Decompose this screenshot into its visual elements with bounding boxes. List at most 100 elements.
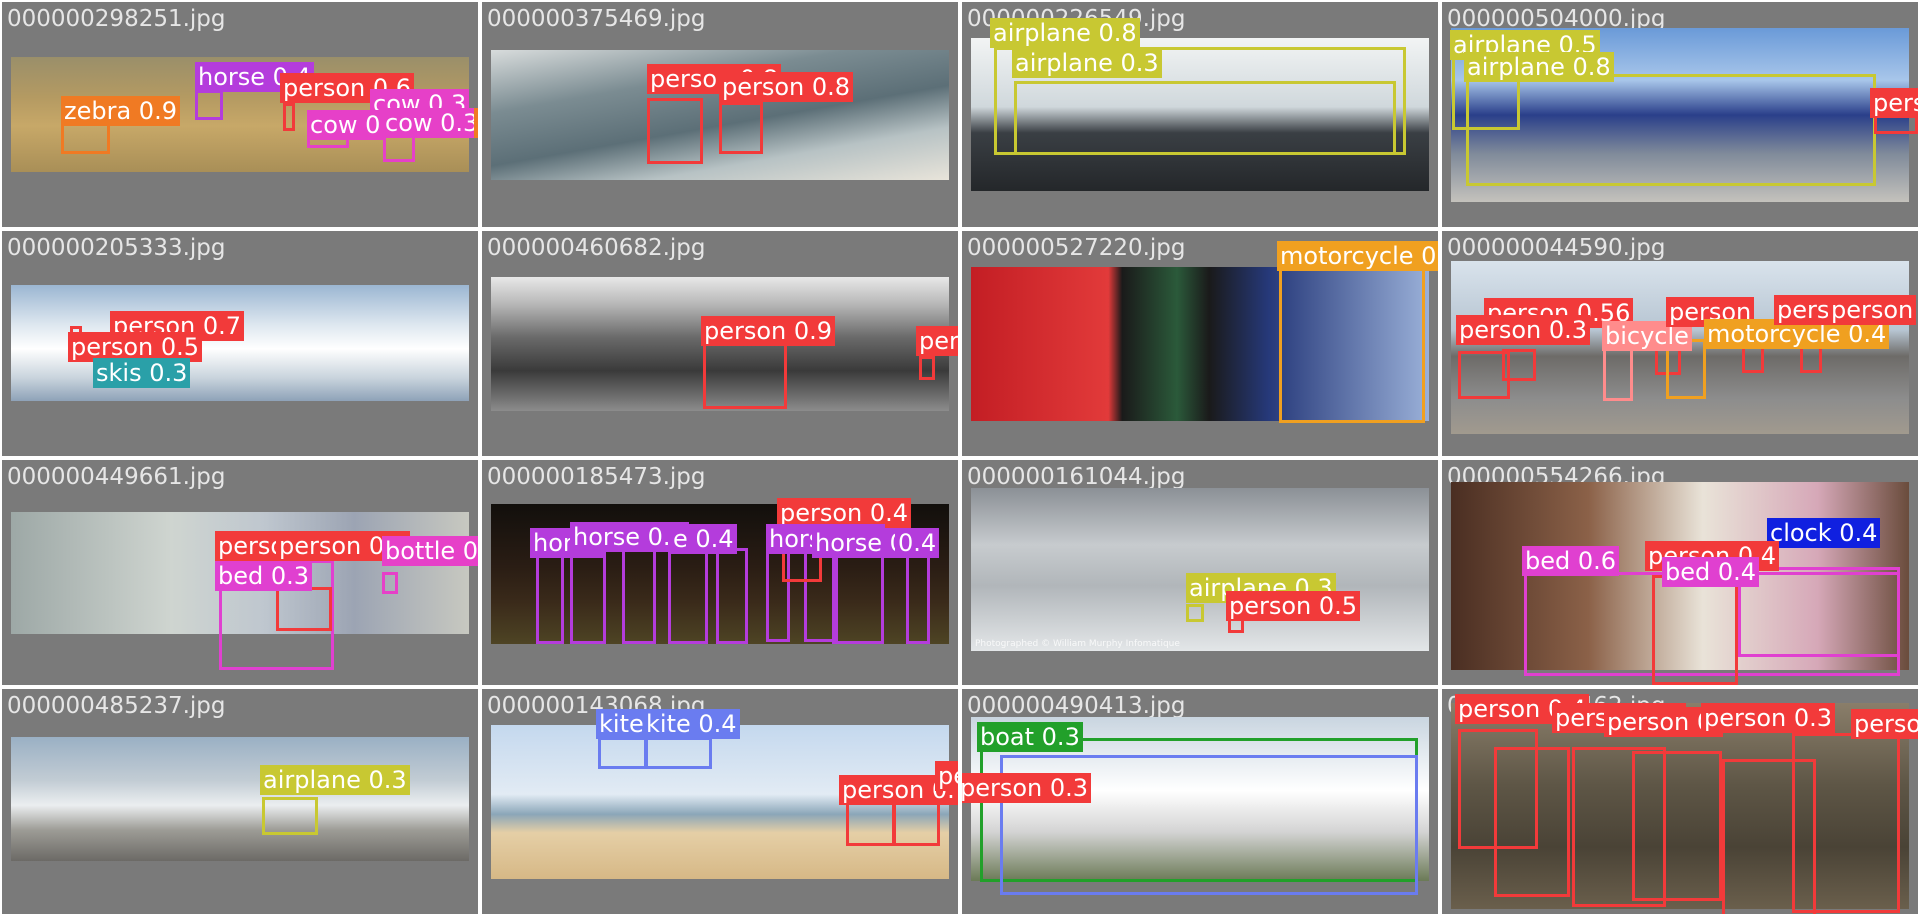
- image-filename: 000000485237.jpg: [7, 693, 226, 719]
- detection-label: motorcycle 0.7: [1277, 241, 1438, 271]
- bounding-box: [1000, 755, 1418, 895]
- bounding-box: [1458, 729, 1538, 849]
- bounding-box: [283, 103, 295, 131]
- detection-label: 0.4: [895, 528, 940, 558]
- image-cell[interactable]: 000000185473.jpg person 0.4 horse horse 0.3…: [482, 460, 958, 685]
- image-cell[interactable]: 000000485237.jpg airplane 0.3: [2, 689, 478, 914]
- detection-photo: [1451, 703, 1909, 909]
- image-cell[interactable]: 000000161044.jpg Photographed © William M…: [962, 460, 1438, 685]
- bounding-box: [1502, 349, 1536, 381]
- detection-label: bed 0.6: [1522, 546, 1620, 576]
- detection-label: airplane 0.8: [1464, 52, 1614, 82]
- bounding-box: [382, 572, 398, 594]
- detection-label: cow 0: [307, 110, 384, 140]
- image-filename: 000000044590.jpg: [1447, 235, 1666, 261]
- bounding-box: [1279, 267, 1425, 423]
- image-cell[interactable]: 000000298251.jpg zebra 0.9 horse 0.4 person…: [2, 2, 478, 227]
- detection-label: horse 0.3: [570, 522, 689, 552]
- bounding-box: [1466, 74, 1876, 186]
- detection-label: person 0.3: [935, 761, 958, 791]
- detection-label: person 0.3: [1701, 703, 1836, 733]
- bounding-box: [276, 587, 332, 631]
- detection-label: skis 0.3: [93, 358, 191, 388]
- bounding-box: [1494, 747, 1570, 897]
- bounding-box: [1738, 567, 1900, 657]
- bounding-box: [716, 548, 748, 644]
- bounding-box: [598, 737, 648, 769]
- detection-photo: [971, 267, 1429, 421]
- image-filename: 000000490413.jpg: [967, 693, 1186, 719]
- detection-label: clock 0.4: [1767, 518, 1881, 548]
- image-cell[interactable]: 000000504000.jpg airplane 0.5 airplane 0.8…: [1442, 2, 1918, 227]
- detection-label: e 0.4: [670, 524, 737, 554]
- image-filename: 000000460682.jpg: [487, 235, 706, 261]
- bounding-box: [832, 546, 884, 644]
- detection-label: airplane 0.3: [1012, 48, 1162, 78]
- bounding-box: [536, 548, 564, 644]
- bounding-box: [262, 797, 318, 835]
- bounding-box: [906, 550, 930, 644]
- bounding-box: [644, 737, 712, 769]
- bounding-box: [647, 98, 703, 164]
- detection-label: person 0.5: [916, 326, 958, 356]
- detection-label: 7: [474, 108, 478, 138]
- image-cell[interactable]: 000000449661.jpg person person 0.3 bottle 0…: [2, 460, 478, 685]
- bounding-box: [1722, 759, 1816, 914]
- bounding-box: [719, 102, 763, 154]
- bounding-box: [61, 122, 110, 154]
- detection-label: pers: [1774, 295, 1833, 325]
- photo-credit: Photographed © William Murphy Infomatiqu…: [975, 639, 1180, 649]
- image-filename: 000000298251.jpg: [7, 6, 226, 32]
- bounding-box: [570, 550, 606, 644]
- image-filename: 000000205333.jpg: [7, 235, 226, 261]
- detection-label: person 0.7: [1851, 709, 1918, 739]
- detection-label: kite 0.4: [643, 709, 740, 739]
- detection-label: cow 0.3: [382, 108, 478, 138]
- image-filename: 000000504000.jpg: [1447, 6, 1666, 32]
- bounding-box: [622, 548, 656, 644]
- detection-label: person 0.5: [68, 332, 203, 362]
- detection-photo: Photographed © William Murphy Infomatiqu…: [971, 488, 1429, 651]
- image-filename: 000000449661.jpg: [7, 464, 226, 490]
- detection-label: person 0.4: [777, 498, 912, 528]
- detection-photo: [11, 737, 469, 861]
- image-cell[interactable]: 000000460682.jpg person 0.9 person 0.5: [482, 231, 958, 456]
- detection-label: zebra 0.9: [61, 96, 180, 126]
- detection-label: person 0.5: [1226, 591, 1361, 621]
- image-cell[interactable]: 000000044590.jpg person 0.56 person 0.3 bic…: [1442, 231, 1918, 456]
- image-cell[interactable]: 000000375469.jpg person 0.8 person 0.8: [482, 2, 958, 227]
- bounding-box: [1014, 81, 1396, 155]
- detection-label: pers: [1870, 88, 1918, 118]
- image-cell[interactable]: 000000554266.jpg clock 0.4 bed 0.6 person 0…: [1442, 460, 1918, 685]
- image-filename: 000000185473.jpg: [487, 464, 706, 490]
- bounding-box: [919, 356, 935, 380]
- detection-label: airplane 0.3: [260, 765, 410, 795]
- detection-label: kite: [596, 709, 647, 739]
- detection-label: bottle 0.4: [382, 536, 478, 566]
- detection-label: person 0.8: [719, 72, 854, 102]
- detection-label: person 0.3: [1456, 315, 1591, 345]
- image-filename: 000000161044.jpg: [967, 464, 1186, 490]
- bounding-box: [1572, 747, 1666, 907]
- bounding-box: [1792, 733, 1900, 913]
- image-cell[interactable]: 000000490413.jpg boat 0.3 person 0.3: [962, 689, 1438, 914]
- image-cell[interactable]: 000000205333.jpg person 0.7 person 0.5 skis…: [2, 231, 478, 456]
- detection-label: bed 0.4: [1662, 557, 1760, 587]
- image-filename: 000000527220.jpg: [967, 235, 1186, 261]
- detection-label: bed 0.3: [215, 561, 313, 591]
- detection-label: person 0.9: [701, 316, 836, 346]
- bounding-box: [195, 90, 223, 120]
- bounding-box: [668, 548, 708, 644]
- detection-label: airplane 0.8: [990, 18, 1140, 48]
- image-cell[interactable]: 000000527220.jpg motorcycle 0.7: [962, 231, 1438, 456]
- detection-label: person: [1828, 295, 1917, 325]
- image-filename: 000000375469.jpg: [487, 6, 706, 32]
- detection-label: boat 0.3: [977, 722, 1083, 752]
- bounding-box: [1632, 751, 1722, 901]
- bounding-box: [1652, 575, 1738, 685]
- bounding-box: [1186, 604, 1204, 622]
